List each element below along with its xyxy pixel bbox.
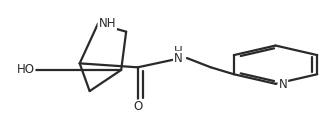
Text: H: H [174,45,183,58]
Text: O: O [133,100,142,113]
Text: NH: NH [99,17,116,30]
Text: N: N [279,78,287,91]
Text: HO: HO [17,63,35,76]
Text: N: N [174,52,183,65]
